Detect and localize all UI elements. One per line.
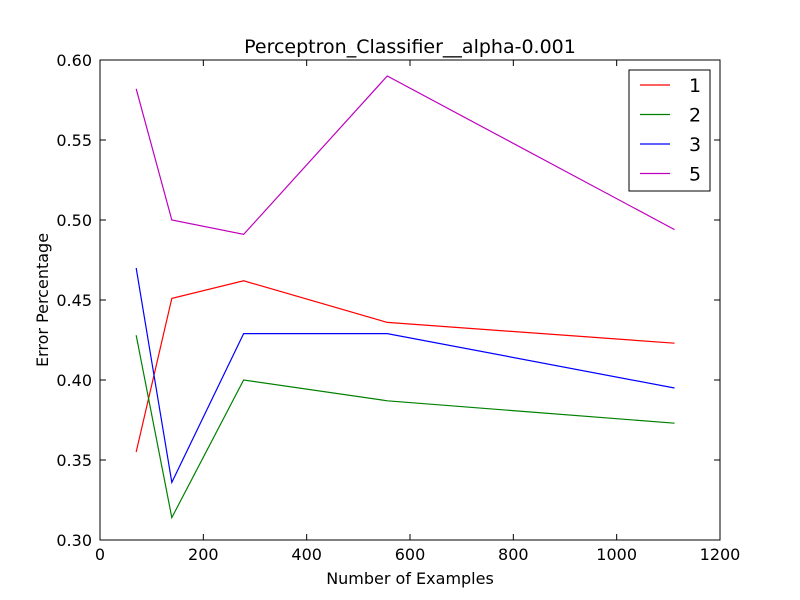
x-tick-label: 200 xyxy=(188,545,219,564)
series-line-1 xyxy=(135,280,675,453)
legend-label-2: 2 xyxy=(689,105,701,127)
x-tick-label: 400 xyxy=(291,545,322,564)
series-line-2 xyxy=(135,335,675,520)
y-tick-label: 0.40 xyxy=(56,371,92,390)
y-axis: 0.30 0.35 0.40 0.45 0.50 0.55 0.60 xyxy=(56,51,720,550)
x-tick-label: 800 xyxy=(498,545,529,564)
plot-frame xyxy=(99,59,721,541)
legend: 1 2 3 5 xyxy=(628,69,711,192)
plot-lines xyxy=(135,75,675,520)
x-tick-label: 0 xyxy=(95,545,105,564)
legend-label-1: 1 xyxy=(689,75,701,97)
y-tick-label: 0.30 xyxy=(56,531,92,550)
y-tick-label: 0.60 xyxy=(56,51,92,70)
legend-frame xyxy=(628,69,711,192)
x-tick-label: 600 xyxy=(395,545,426,564)
legend-label-5: 5 xyxy=(689,164,701,186)
x-axis: 0 200 400 600 800 1000 1200 xyxy=(95,60,740,564)
y-tick-label: 0.55 xyxy=(56,131,92,150)
legend-label-3: 3 xyxy=(689,134,701,156)
x-axis-label: Number of Examples xyxy=(326,569,494,588)
y-tick-label: 0.45 xyxy=(56,291,92,310)
series-line-3 xyxy=(135,267,675,485)
series-line-5 xyxy=(135,75,675,236)
chart-title: Perceptron_Classifier__alpha-0.001 xyxy=(244,36,576,58)
y-tick-label: 0.50 xyxy=(56,211,92,230)
x-tick-label: 1000 xyxy=(596,545,637,564)
y-tick-label: 0.35 xyxy=(56,451,92,470)
y-axis-label: Error Percentage xyxy=(33,233,52,367)
x-tick-label: 1200 xyxy=(700,545,741,564)
